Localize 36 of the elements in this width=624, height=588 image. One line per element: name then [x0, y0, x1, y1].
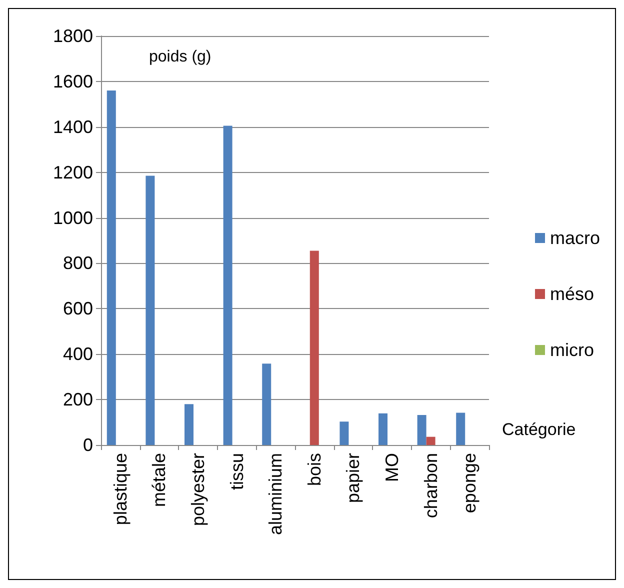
- bar: [340, 422, 349, 445]
- bar: [262, 364, 272, 445]
- x-tick-label: charbon: [420, 453, 441, 518]
- y-tick-label: 200: [62, 390, 93, 410]
- x-tick-label: aluminium: [266, 453, 286, 536]
- y-tick-label: 1200: [52, 162, 93, 182]
- bar: [146, 176, 155, 445]
- bar: [426, 436, 436, 445]
- y-tick-label: 0: [82, 435, 93, 455]
- x-tick-label: métale: [149, 453, 170, 508]
- y-tick-label: 1800: [52, 26, 93, 46]
- y-axis-title: poids (g): [149, 48, 212, 66]
- x-tick-label: MO: [382, 453, 402, 482]
- x-axis-title: Catégorie: [502, 420, 576, 439]
- x-tick-label: plastique: [110, 453, 130, 526]
- legend-label: macro: [550, 228, 600, 248]
- legend-label: méso: [550, 284, 594, 304]
- y-tick-label: 600: [62, 298, 93, 319]
- x-tick-label: polyester: [188, 453, 208, 526]
- bar: [378, 413, 388, 445]
- bar: [184, 404, 194, 445]
- x-tick-label: papier: [343, 453, 364, 504]
- x-tick-label: eponge: [460, 453, 480, 514]
- y-tick-label: 1000: [52, 208, 93, 228]
- legend-label: micro: [550, 340, 594, 360]
- bar: [310, 250, 319, 445]
- bar: [417, 415, 426, 445]
- y-tick-label: 800: [62, 253, 93, 274]
- y-tick-label: 1400: [52, 116, 93, 137]
- y-tick-label: 1600: [52, 71, 93, 92]
- bar: [456, 412, 466, 445]
- x-tick-label: tissu: [226, 453, 247, 490]
- bar: [223, 126, 232, 445]
- bar: [106, 90, 116, 445]
- x-tick-label: bois: [304, 453, 324, 486]
- y-tick-label: 400: [62, 344, 93, 364]
